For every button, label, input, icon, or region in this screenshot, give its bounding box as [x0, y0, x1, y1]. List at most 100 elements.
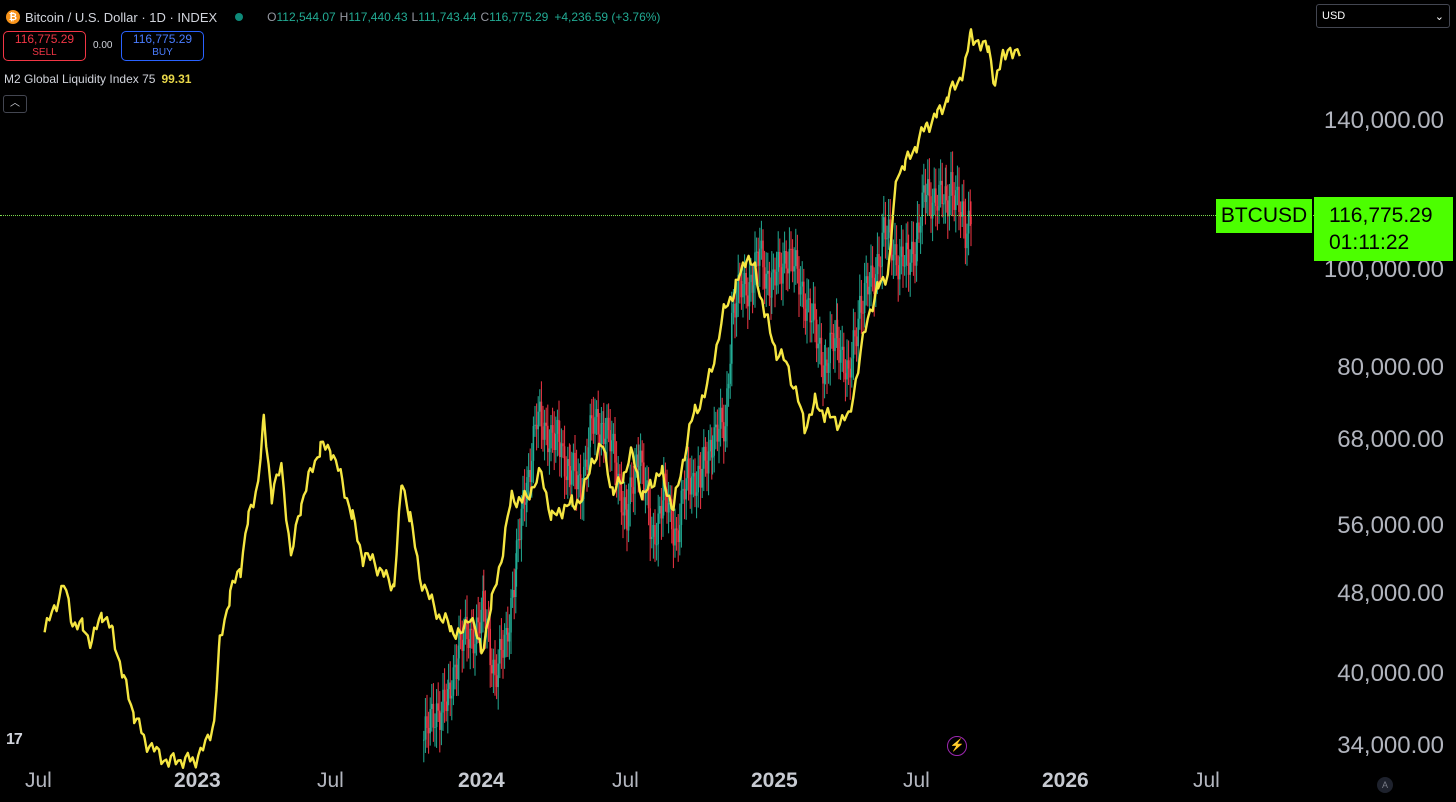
candle	[831, 332, 833, 334]
candle	[852, 330, 855, 359]
candle	[951, 172, 954, 196]
candle	[953, 195, 955, 210]
candle	[606, 417, 608, 439]
candle	[961, 201, 963, 217]
candle	[763, 267, 766, 289]
candle	[443, 689, 446, 702]
open-value: 112,544.07	[276, 10, 336, 24]
candle	[535, 424, 538, 430]
time-axis-label: Jul	[903, 769, 930, 792]
candle	[847, 360, 850, 369]
candle	[737, 274, 739, 303]
candle	[500, 638, 503, 650]
candle	[572, 452, 575, 471]
market-status-icon[interactable]	[235, 13, 244, 21]
candle	[622, 512, 624, 516]
candle	[718, 428, 720, 442]
candle	[854, 330, 856, 337]
auto-scale-button[interactable]: A	[1377, 777, 1393, 793]
candle	[777, 251, 779, 272]
candle	[455, 664, 458, 680]
candle	[812, 303, 815, 321]
candle	[948, 195, 951, 217]
price-axis-label: 80,000.00	[1337, 354, 1444, 382]
candle	[519, 539, 521, 541]
candle	[579, 474, 582, 503]
candle	[806, 299, 808, 321]
candle	[484, 609, 487, 629]
candle	[834, 338, 836, 352]
indicator-legend[interactable]: M2 Global Liquidity Index 75 99.31	[4, 72, 191, 86]
candle	[494, 659, 496, 676]
candle	[423, 739, 425, 741]
candle	[863, 283, 866, 314]
candle	[811, 320, 813, 323]
candle	[432, 703, 435, 728]
chevron-up-icon[interactable]: ︿	[3, 95, 27, 113]
candle	[760, 240, 763, 249]
candle	[657, 513, 659, 545]
m2-liquidity-line[interactable]	[43, 28, 1021, 769]
last-price-symbol-label: BTCUSD	[1216, 199, 1312, 233]
candle	[604, 438, 607, 444]
candle	[843, 346, 845, 374]
candle	[654, 525, 656, 545]
candle	[571, 470, 573, 485]
candle	[551, 425, 554, 433]
candle	[955, 190, 957, 210]
candle	[798, 268, 800, 295]
candle	[584, 459, 587, 467]
candle	[704, 446, 707, 461]
candle	[660, 505, 663, 519]
change-value: +4,236.59 (+3.76%)	[554, 10, 661, 24]
candle	[568, 459, 571, 467]
candle	[709, 439, 711, 452]
candle	[919, 225, 922, 233]
candle	[860, 295, 863, 313]
price-axis-label: 40,000.00	[1337, 660, 1444, 688]
candle	[672, 529, 675, 546]
bitcoin-icon[interactable]: ₿	[6, 10, 20, 24]
candle	[881, 232, 883, 267]
candle	[883, 217, 885, 233]
currency-select[interactable]: USD ⌄	[1316, 4, 1450, 28]
candle	[692, 472, 695, 477]
symbol-title[interactable]: Bitcoin / U.S. Dollar · 1D · INDEX	[25, 9, 218, 25]
candle	[941, 180, 943, 205]
last-price-line	[0, 215, 1320, 216]
candle	[804, 308, 807, 321]
candle	[574, 452, 576, 472]
candle	[788, 248, 791, 274]
price-chart[interactable]	[0, 0, 1310, 802]
candle	[643, 462, 645, 492]
candle	[719, 407, 722, 429]
candle	[889, 219, 891, 233]
candle	[768, 270, 771, 296]
candle	[938, 184, 940, 211]
candle	[783, 250, 786, 264]
candle	[627, 504, 630, 531]
candle	[706, 460, 708, 474]
candle	[857, 318, 859, 347]
candle	[731, 312, 733, 364]
candle	[634, 467, 636, 494]
tradingview-logo-icon[interactable]: 17	[6, 731, 23, 748]
candle	[900, 246, 903, 257]
time-axis-label: 2024	[458, 769, 505, 792]
candle	[895, 244, 898, 266]
candle	[547, 425, 549, 453]
candle	[755, 251, 758, 253]
sell-price: 116,775.29	[14, 32, 75, 46]
candle	[491, 665, 493, 674]
candle	[814, 303, 816, 320]
high-label: H	[339, 10, 349, 24]
candle	[615, 462, 618, 485]
candle	[652, 525, 655, 537]
candle	[782, 263, 784, 284]
candle	[689, 477, 691, 495]
sell-button[interactable]: 116,775.29 SELL	[3, 31, 86, 61]
candle	[520, 508, 523, 540]
buy-button[interactable]: 116,775.29 BUY	[121, 31, 204, 61]
lightning-icon[interactable]: ⚡	[947, 736, 967, 756]
high-value: 117,440.43	[348, 10, 408, 24]
